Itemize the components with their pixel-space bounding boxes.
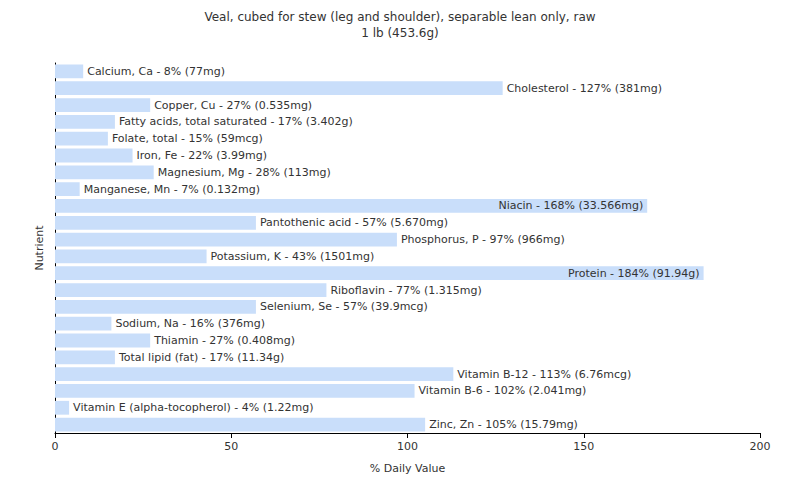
svg-text:Vitamin B-12 - 113% (6.76mcg): Vitamin B-12 - 113% (6.76mcg) xyxy=(457,368,631,381)
svg-text:Niacin - 168% (33.566mg): Niacin - 168% (33.566mg) xyxy=(498,199,643,212)
svg-text:% Daily Value: % Daily Value xyxy=(370,462,446,475)
svg-text:100: 100 xyxy=(397,440,418,453)
svg-text:Calcium, Ca - 8% (77mg): Calcium, Ca - 8% (77mg) xyxy=(87,65,225,78)
svg-text:Total lipid (fat) - 17% (11.34: Total lipid (fat) - 17% (11.34g) xyxy=(118,351,284,364)
svg-text:Veal, cubed for stew (leg and: Veal, cubed for stew (leg and shoulder),… xyxy=(204,10,595,24)
svg-text:200: 200 xyxy=(750,440,771,453)
svg-text:Manganese, Mn - 7% (0.132mg): Manganese, Mn - 7% (0.132mg) xyxy=(84,183,260,196)
svg-text:150: 150 xyxy=(573,440,594,453)
svg-text:Fatty acids, total saturated -: Fatty acids, total saturated - 17% (3.40… xyxy=(119,115,353,128)
svg-text:Riboflavin - 77% (1.315mg): Riboflavin - 77% (1.315mg) xyxy=(330,284,481,297)
svg-text:Zinc, Zn - 105% (15.79mg): Zinc, Zn - 105% (15.79mg) xyxy=(429,418,578,431)
svg-text:Potassium, K - 43% (1501mg): Potassium, K - 43% (1501mg) xyxy=(211,250,375,263)
svg-text:Vitamin E (alpha-tocopherol) -: Vitamin E (alpha-tocopherol) - 4% (1.22m… xyxy=(73,401,313,414)
svg-text:Protein - 184% (91.94g): Protein - 184% (91.94g) xyxy=(568,267,700,280)
svg-text:50: 50 xyxy=(224,440,238,453)
svg-text:Iron, Fe - 22% (3.99mg): Iron, Fe - 22% (3.99mg) xyxy=(137,149,267,162)
svg-text:Vitamin B-6 - 102% (2.041mg): Vitamin B-6 - 102% (2.041mg) xyxy=(419,384,587,397)
svg-text:Thiamin - 27% (0.408mg): Thiamin - 27% (0.408mg) xyxy=(153,334,295,347)
svg-text:Cholesterol - 127% (381mg): Cholesterol - 127% (381mg) xyxy=(507,82,662,95)
svg-text:Folate, total - 15% (59mcg): Folate, total - 15% (59mcg) xyxy=(112,132,263,145)
svg-text:Pantothenic acid - 57% (5.670m: Pantothenic acid - 57% (5.670mg) xyxy=(260,216,448,229)
svg-text:Nutrient: Nutrient xyxy=(33,225,46,271)
svg-text:Phosphorus, P - 97% (966mg): Phosphorus, P - 97% (966mg) xyxy=(401,233,565,246)
svg-text:Copper, Cu - 27% (0.535mg): Copper, Cu - 27% (0.535mg) xyxy=(154,99,312,112)
svg-text:Sodium, Na - 16% (376mg): Sodium, Na - 16% (376mg) xyxy=(115,317,265,330)
svg-text:0: 0 xyxy=(52,440,59,453)
svg-text:Magnesium, Mg - 28% (113mg): Magnesium, Mg - 28% (113mg) xyxy=(158,166,331,179)
svg-text:Selenium, Se - 57% (39.9mcg): Selenium, Se - 57% (39.9mcg) xyxy=(260,300,428,313)
svg-text:1 lb (453.6g): 1 lb (453.6g) xyxy=(361,26,439,40)
